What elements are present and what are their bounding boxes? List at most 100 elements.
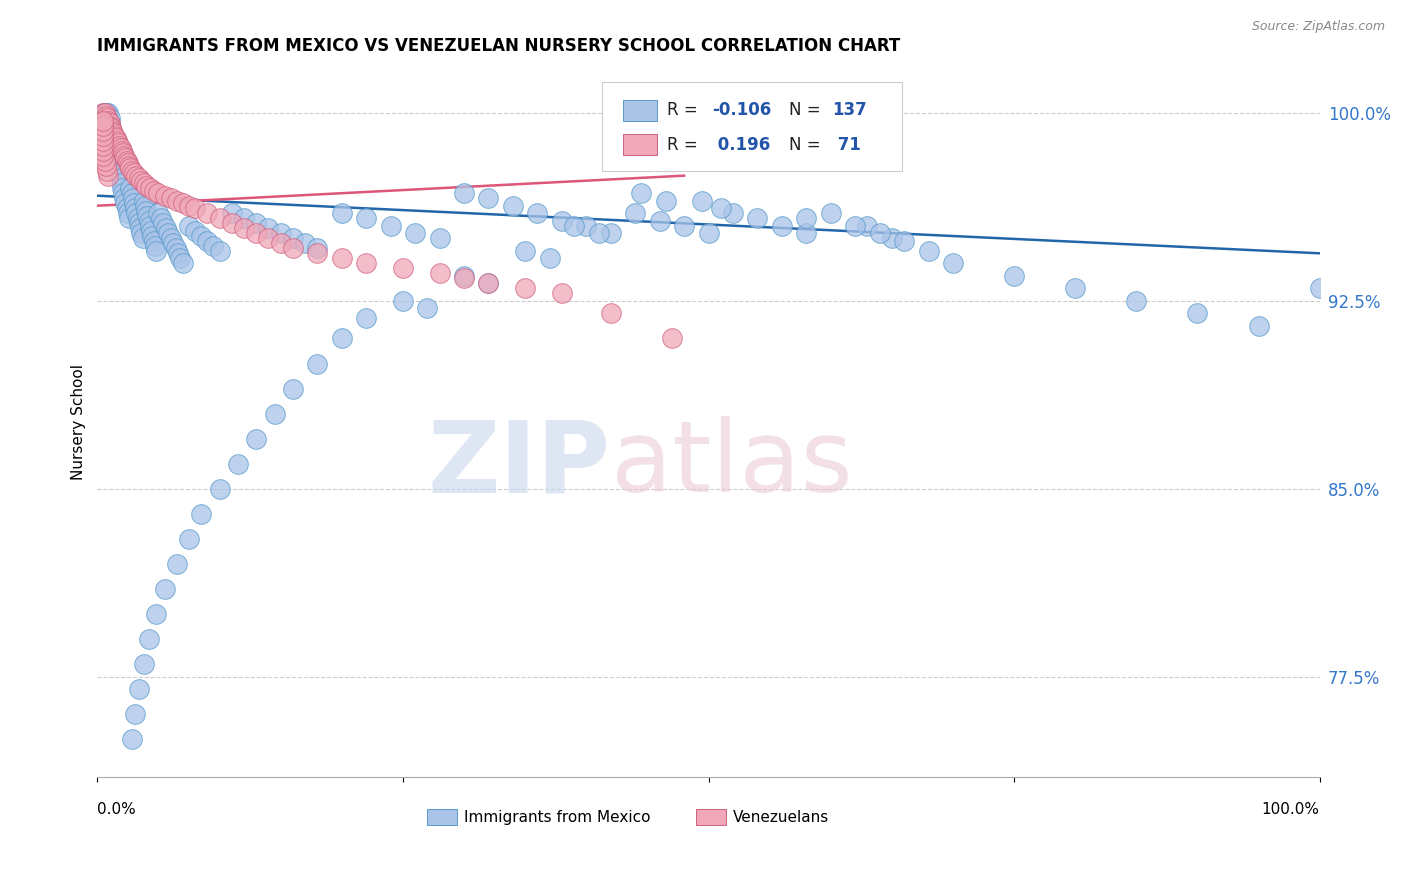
Point xyxy=(208,482,231,496)
Point xyxy=(195,234,218,248)
Point xyxy=(118,159,141,173)
Point xyxy=(96,163,118,178)
Point xyxy=(115,153,138,168)
Point xyxy=(97,169,120,183)
Point xyxy=(1002,268,1025,283)
Point xyxy=(661,331,683,345)
Point xyxy=(190,228,212,243)
Point xyxy=(132,176,155,190)
Point xyxy=(125,206,148,220)
Point xyxy=(105,151,128,165)
Point xyxy=(124,201,146,215)
Point xyxy=(307,357,329,371)
Point xyxy=(155,221,177,235)
Text: Source: ZipAtlas.com: Source: ZipAtlas.com xyxy=(1251,20,1385,33)
Point xyxy=(165,241,187,255)
Point xyxy=(575,219,598,233)
Point xyxy=(190,507,212,521)
Point xyxy=(599,227,621,241)
Point xyxy=(330,331,353,345)
Point xyxy=(101,123,124,137)
Point xyxy=(139,224,162,238)
Point xyxy=(184,224,207,238)
Point xyxy=(844,219,866,233)
Point xyxy=(93,128,115,143)
Point xyxy=(477,277,499,291)
Text: 0.196: 0.196 xyxy=(713,136,770,153)
Point xyxy=(153,582,176,596)
Point xyxy=(208,244,231,258)
Point xyxy=(245,432,267,446)
Point xyxy=(114,151,136,165)
Point xyxy=(710,201,733,215)
Point xyxy=(97,106,120,120)
Point xyxy=(673,219,696,233)
Point xyxy=(1187,306,1209,320)
Point xyxy=(917,244,939,258)
Point xyxy=(477,277,499,291)
Point xyxy=(330,252,353,266)
Point xyxy=(112,148,135,162)
Point xyxy=(121,191,143,205)
Point xyxy=(166,194,188,208)
Point xyxy=(770,219,793,233)
Point xyxy=(172,196,194,211)
Point xyxy=(270,227,292,241)
Point xyxy=(107,136,129,150)
Point xyxy=(281,382,304,396)
Point xyxy=(93,113,115,128)
Point xyxy=(202,239,225,253)
Point xyxy=(294,236,316,251)
Point xyxy=(139,219,162,233)
Point xyxy=(1247,318,1270,333)
Point xyxy=(98,116,121,130)
Point xyxy=(97,113,120,128)
Point xyxy=(108,138,131,153)
Y-axis label: Nursery School: Nursery School xyxy=(72,364,86,481)
Point xyxy=(142,184,165,198)
Point xyxy=(121,732,143,747)
Point xyxy=(98,116,121,130)
Point xyxy=(115,201,138,215)
Point xyxy=(794,211,817,226)
Point xyxy=(135,203,157,218)
Text: atlas: atlas xyxy=(610,417,852,514)
Point xyxy=(135,178,157,193)
Point xyxy=(856,219,879,233)
Point xyxy=(96,111,118,125)
Point xyxy=(111,144,134,158)
Point xyxy=(103,136,125,150)
Point xyxy=(245,216,267,230)
Point xyxy=(128,171,150,186)
Point xyxy=(118,211,141,226)
Point xyxy=(145,607,167,621)
Point xyxy=(721,206,744,220)
Point xyxy=(132,657,155,671)
Point xyxy=(131,174,153,188)
Point xyxy=(120,181,142,195)
Point xyxy=(100,126,122,140)
Point xyxy=(263,407,285,421)
Point xyxy=(111,186,134,201)
Point xyxy=(307,241,329,255)
Point xyxy=(111,176,134,190)
Text: ZIP: ZIP xyxy=(427,417,610,514)
Point xyxy=(103,126,125,140)
Point xyxy=(820,206,842,220)
Point xyxy=(245,227,267,241)
Point xyxy=(281,231,304,245)
Point xyxy=(162,236,184,251)
Point xyxy=(93,138,115,153)
Point xyxy=(104,131,127,145)
Point xyxy=(630,186,652,201)
Point xyxy=(110,141,132,155)
Point xyxy=(526,206,548,220)
Point xyxy=(93,106,115,120)
Point xyxy=(270,236,292,251)
Point xyxy=(93,123,115,137)
Point xyxy=(128,682,150,697)
Point xyxy=(148,206,170,220)
Text: R =: R = xyxy=(666,136,703,153)
Point xyxy=(117,156,139,170)
Point xyxy=(93,106,115,120)
